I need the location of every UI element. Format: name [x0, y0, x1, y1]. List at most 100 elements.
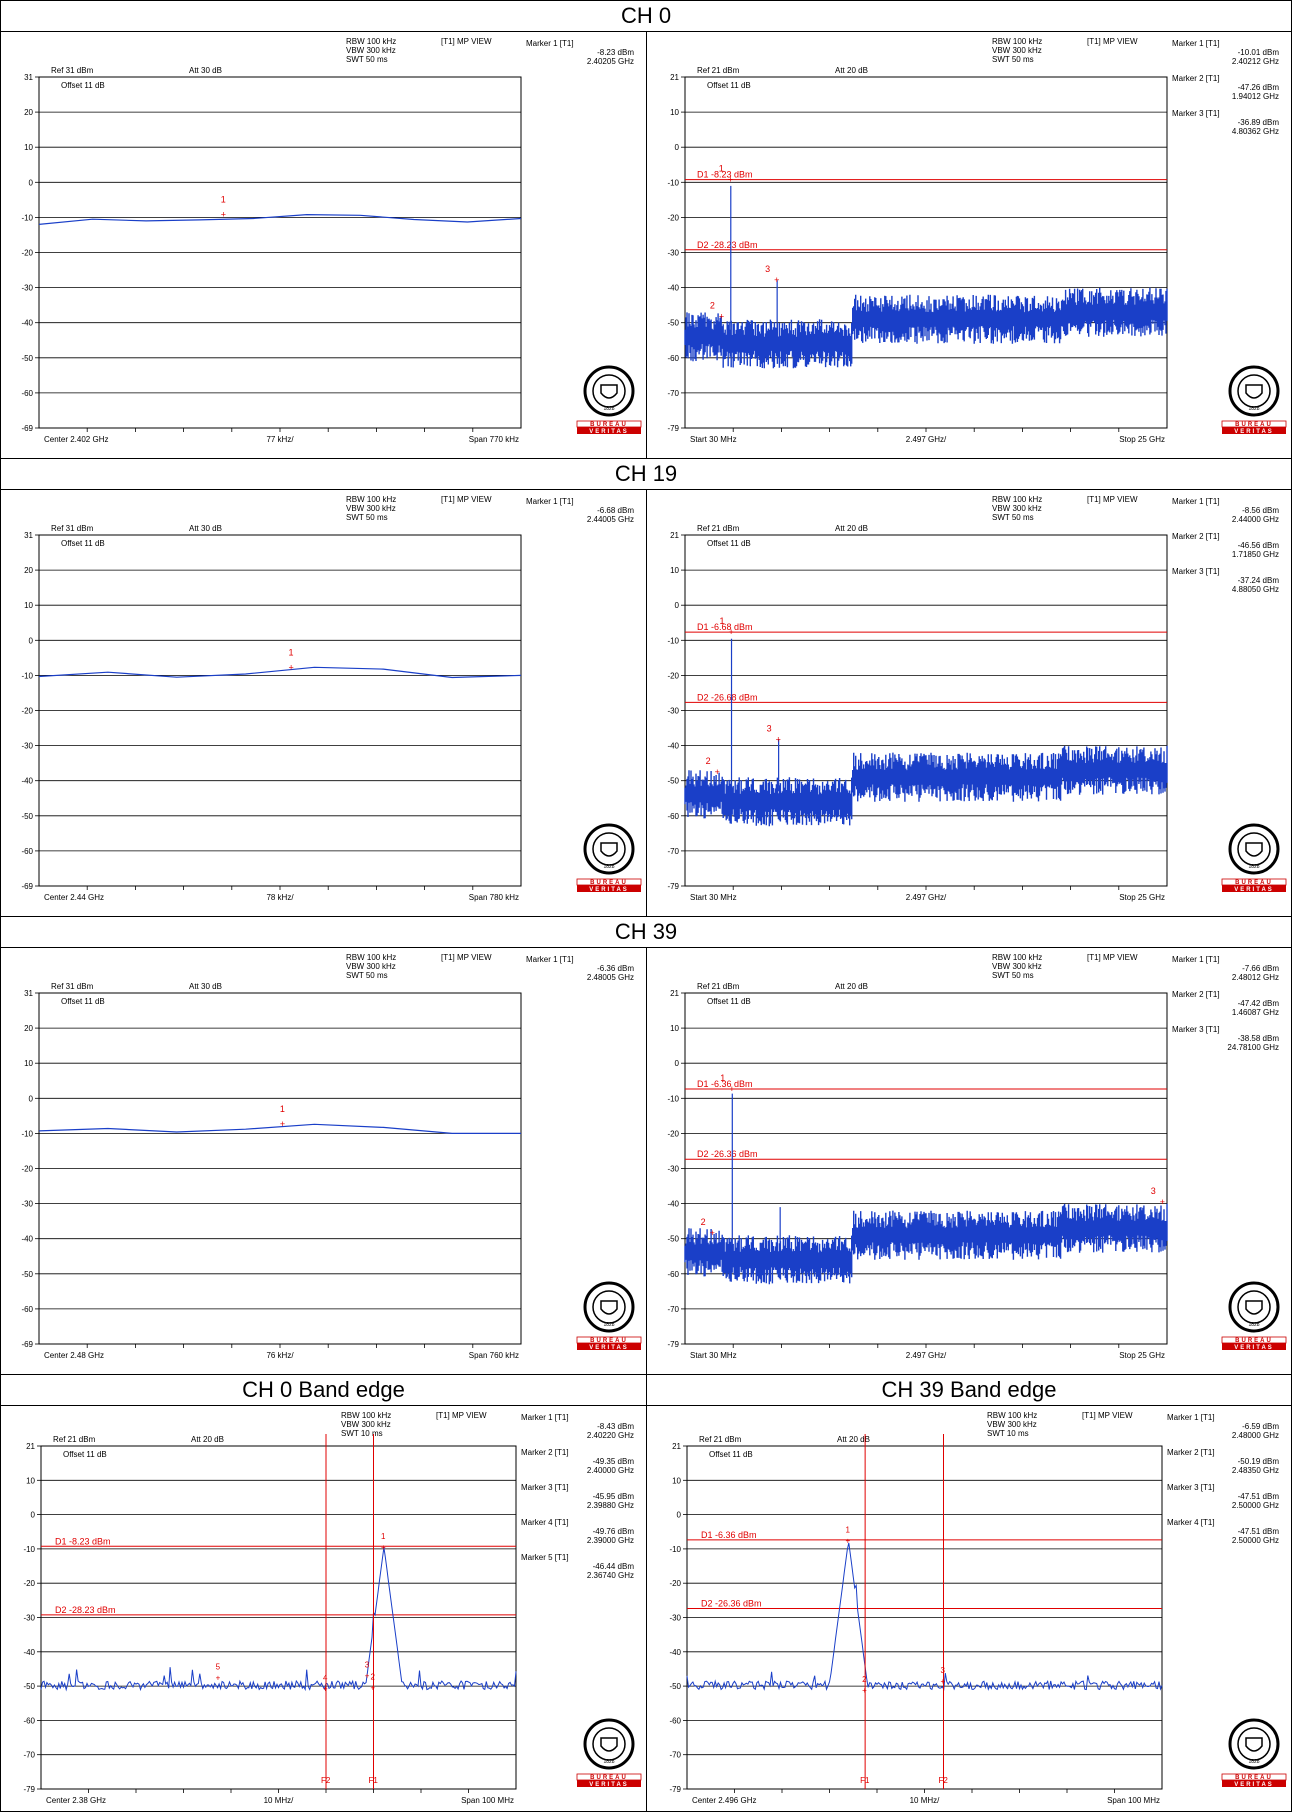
marker-readout-level: -36.89 dBm: [1238, 118, 1280, 127]
marker-readout-freq: 2.48012 GHz: [1232, 973, 1279, 982]
marker-point: 1: [846, 1526, 851, 1535]
y-tick-label: 31: [24, 989, 33, 998]
marker-readout-label: Marker 3 [T1]: [1167, 1483, 1215, 1492]
vbw-label: VBW 300 kHz: [341, 1420, 391, 1429]
marker-readout-level: -6.68 dBm: [597, 506, 634, 515]
swt-label: SWT 50 ms: [992, 971, 1034, 980]
x-stop-label: Stop 25 GHz: [1119, 893, 1165, 902]
x-div-label: 10 MHz/: [264, 1796, 295, 1805]
logo-text-bottom: VERITAS: [589, 887, 629, 893]
logo-text-top: BUREAU: [590, 880, 628, 886]
y-tick-label: 21: [670, 73, 679, 82]
marker-point: 1: [280, 1104, 285, 1114]
marker-point: 3: [365, 1661, 370, 1670]
marker-symbol: +: [728, 175, 733, 185]
marker-readout-level: -49.35 dBm: [593, 1457, 635, 1466]
y-tick-label: -60: [21, 1305, 33, 1314]
marker-point: 2: [371, 1672, 376, 1681]
y-tick-label: -79: [23, 1785, 35, 1794]
y-tick-label: 31: [24, 531, 33, 540]
y-tick-label: 0: [31, 1511, 36, 1520]
vbw-label: VBW 300 kHz: [346, 46, 396, 55]
y-tick-label: 0: [29, 636, 34, 645]
frequency-line-label: F2: [321, 1776, 331, 1785]
marker-readout-level: -50.19 dBm: [1238, 1457, 1280, 1466]
marker-point: 1: [221, 195, 226, 205]
x-div-label: 77 kHz/: [266, 435, 294, 444]
y-tick-label: 21: [672, 1442, 681, 1451]
section-title: CH 0: [0, 0, 1292, 32]
marker-point: 1: [720, 1073, 725, 1083]
y-tick-label: -40: [21, 777, 33, 786]
y-tick-label: -50: [21, 812, 33, 821]
y-tick-label: -50: [667, 319, 679, 328]
logo-text-top: BUREAU: [1235, 880, 1273, 886]
x-div-label: 2.497 GHz/: [906, 435, 947, 444]
x-stop-label: Span 100 MHz: [1107, 1796, 1160, 1805]
ref-level-label: Ref 21 dBm: [697, 66, 740, 75]
swt-label: SWT 50 ms: [346, 513, 388, 522]
offset-label: Offset 11 dB: [707, 81, 751, 90]
rbw-label: RBW 100 kHz: [992, 495, 1042, 504]
limit-label-d1: D1 -6.36 dBm: [701, 1530, 757, 1540]
y-tick-label: -40: [669, 1648, 681, 1657]
marker-readout-level: -10.01 dBm: [1238, 48, 1280, 57]
attenuation-label: Att 20 dB: [191, 1435, 224, 1444]
limit-label-d1: D1 -8.23 dBm: [55, 1536, 111, 1546]
trace-line: [38, 1123, 521, 1134]
marker-readout-level: -47.42 dBm: [1238, 999, 1280, 1008]
rbw-label: RBW 100 kHz: [346, 953, 396, 962]
y-tick-label: -20: [21, 249, 33, 258]
marker-symbol: +: [1160, 1197, 1165, 1207]
y-tick-label: -30: [21, 1200, 33, 1209]
marker-readout-level: -47.51 dBm: [1238, 1527, 1280, 1536]
view-label: [T1] MP VIEW: [436, 1411, 487, 1420]
marker-readout-level: -8.56 dBm: [1242, 506, 1279, 515]
marker-point: 3: [1151, 1186, 1156, 1196]
y-tick-label: -20: [667, 213, 679, 222]
plot-cell: RBW 100 kHz VBW 300 kHz SWT 50 ms [T1] MP V…: [0, 489, 647, 917]
frequency-line-label: F1: [860, 1776, 870, 1785]
logo-shield-icon: [1245, 1737, 1263, 1752]
logo-text-top: BUREAU: [590, 1338, 628, 1344]
section-title: CH 39: [0, 916, 1292, 948]
marker-readout-level: -47.51 dBm: [1238, 1492, 1280, 1501]
marker-symbol: +: [715, 767, 720, 777]
marker-readout-level: -8.43 dBm: [597, 1422, 634, 1431]
y-tick-label: -10: [21, 1129, 33, 1138]
logo-year: 1828: [603, 864, 614, 870]
swt-label: SWT 50 ms: [346, 55, 388, 64]
marker-readout-freq: 24.78100 GHz: [1227, 1043, 1279, 1052]
attenuation-label: Att 20 dB: [837, 1435, 870, 1444]
y-tick-label: 0: [29, 178, 34, 187]
x-stop-label: Span 760 kHz: [469, 1351, 519, 1360]
frequency-line-label: F2: [939, 1776, 949, 1785]
marker-readout-label: Marker 2 [T1]: [1172, 532, 1220, 541]
y-tick-label: -20: [667, 1129, 679, 1138]
x-stop-label: Span 770 kHz: [469, 435, 519, 444]
marker-readout-freq: 2.48350 GHz: [1232, 1466, 1279, 1475]
marker-symbol: +: [862, 1686, 867, 1695]
x-start-label: Center 2.38 GHz: [46, 1796, 106, 1805]
marker-readout-freq: 2.44000 GHz: [1232, 515, 1279, 524]
rbw-label: RBW 100 kHz: [992, 953, 1042, 962]
logo-band-bottom: [577, 1780, 641, 1787]
marker-symbol: +: [371, 1683, 376, 1692]
y-tick-label: 20: [24, 1024, 33, 1033]
logo-text-bottom: VERITAS: [589, 1782, 629, 1788]
marker-readout-level: -8.23 dBm: [597, 48, 634, 57]
band-edge-title: CH 0 Band edge: [0, 1374, 647, 1406]
rbw-label: RBW 100 kHz: [346, 37, 396, 46]
limit-label-d1: D1 -8.23 dBm: [697, 170, 753, 180]
marker-readout-level: -47.26 dBm: [1238, 83, 1280, 92]
plot-cell: RBW 100 kHz VBW 300 kHz SWT 50 ms [T1] MP V…: [0, 947, 647, 1375]
y-tick-label: -20: [667, 671, 679, 680]
marker-readout-freq: 1.71850 GHz: [1232, 550, 1279, 559]
y-tick-label: 21: [26, 1442, 35, 1451]
view-label: [T1] MP VIEW: [1087, 495, 1138, 504]
y-tick-label: -10: [23, 1545, 35, 1554]
marker-symbol: +: [776, 734, 781, 744]
view-label: [T1] MP VIEW: [441, 953, 492, 962]
